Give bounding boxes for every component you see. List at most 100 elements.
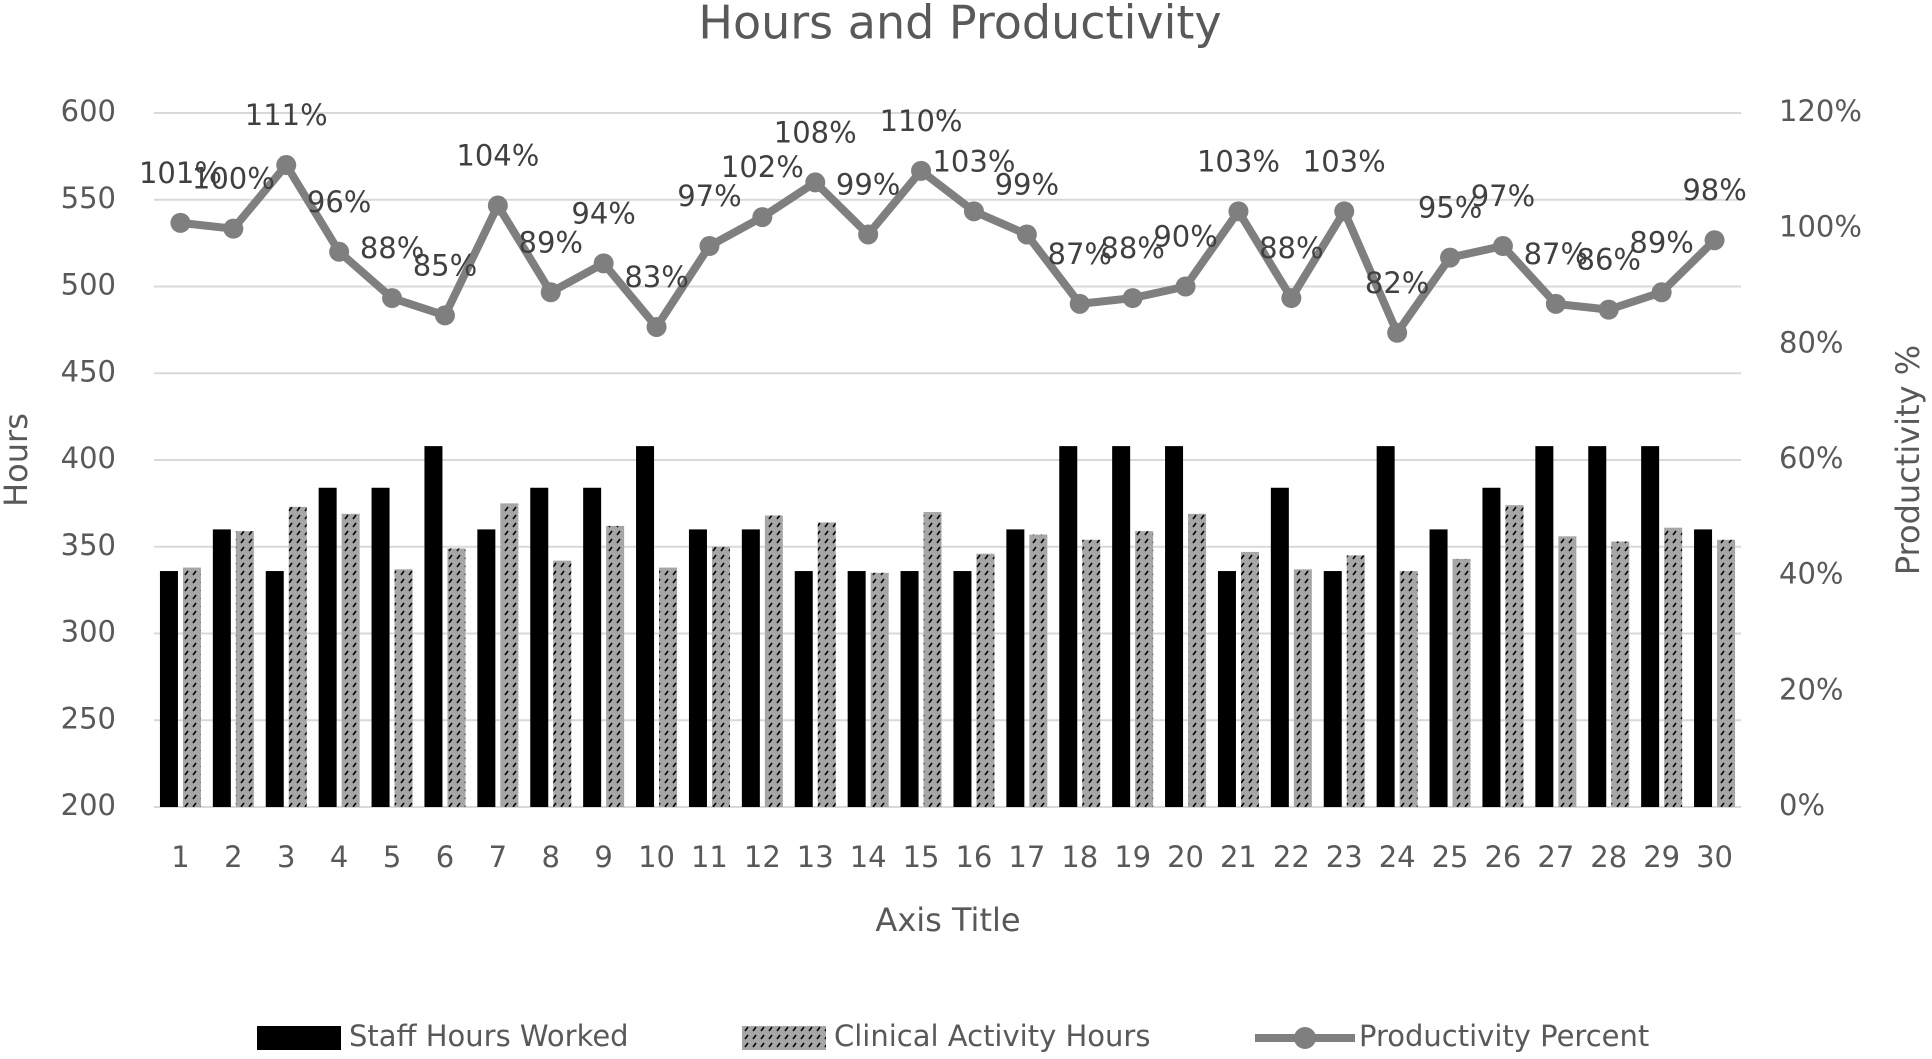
bar	[870, 572, 889, 807]
bar	[212, 529, 231, 807]
y-tick-label: 350	[61, 528, 116, 562]
x-tick-label: 14	[850, 840, 887, 874]
legend-swatch	[257, 1026, 341, 1050]
bar	[688, 529, 707, 807]
point	[1440, 247, 1461, 268]
x-tick-label: 13	[797, 840, 834, 874]
point	[911, 160, 932, 181]
legend-swatch	[1294, 1027, 1316, 1049]
bar	[1346, 555, 1365, 807]
point	[593, 253, 614, 274]
bar	[182, 567, 201, 807]
bar	[530, 487, 549, 807]
y-tick-label: 550	[61, 181, 116, 215]
x-tick-label: 3	[277, 840, 295, 874]
x-tick-label: 1	[171, 840, 189, 874]
data-label: 94%	[571, 196, 635, 230]
point	[858, 224, 879, 245]
legend-label: Staff Hours Worked	[349, 1019, 629, 1053]
point	[540, 282, 561, 303]
x-tick-label: 22	[1273, 840, 1310, 874]
data-label: 88%	[1100, 231, 1164, 265]
x-tick-label: 16	[955, 840, 992, 874]
point	[646, 316, 667, 337]
point	[382, 288, 403, 309]
point	[963, 201, 984, 222]
bar	[1323, 571, 1342, 807]
bar	[371, 487, 390, 807]
y2-tick-label: 0%	[1779, 788, 1825, 822]
data-label: 87%	[1048, 237, 1112, 271]
x-tick-label: 12	[744, 840, 781, 874]
bar	[1505, 505, 1524, 807]
point	[1704, 230, 1725, 251]
point	[276, 155, 297, 176]
bar	[1240, 551, 1259, 807]
bar	[1558, 536, 1577, 807]
point	[1545, 293, 1566, 314]
bar	[900, 571, 919, 807]
bar	[1664, 527, 1683, 807]
point	[1598, 299, 1619, 320]
data-label: 98%	[1682, 173, 1746, 207]
y-tick-label: 400	[61, 441, 116, 475]
x-tick-label: 4	[330, 840, 348, 874]
x-axis-title: Axis Title	[875, 901, 1020, 939]
y-axis-title: Hours	[0, 413, 35, 507]
data-label: 104%	[456, 139, 539, 173]
data-label: 88%	[360, 231, 424, 265]
point	[223, 218, 244, 239]
x-tick-label: 18	[1061, 840, 1098, 874]
bar	[1112, 446, 1131, 807]
point	[1334, 201, 1355, 222]
data-label: 89%	[519, 225, 583, 259]
x-tick-label: 11	[691, 840, 728, 874]
bar	[1135, 531, 1154, 807]
data-label: 89%	[1629, 225, 1693, 259]
bar	[741, 529, 760, 807]
point	[1228, 201, 1249, 222]
data-label: 102%	[721, 150, 804, 184]
bar	[341, 513, 360, 807]
bar	[794, 571, 813, 807]
data-label: 100%	[192, 162, 275, 196]
y-tick-label: 500	[61, 268, 116, 302]
point	[1069, 293, 1090, 314]
point	[170, 212, 191, 233]
bar	[1399, 571, 1418, 807]
data-label: 111%	[245, 98, 328, 132]
x-tick-label: 29	[1643, 840, 1680, 874]
bar	[1694, 529, 1713, 807]
data-label: 96%	[307, 185, 371, 219]
bar	[976, 553, 995, 807]
y2-tick-label: 40%	[1779, 557, 1843, 591]
x-tick-label: 8	[542, 840, 560, 874]
y2-tick-label: 100%	[1779, 210, 1862, 244]
point	[1122, 288, 1143, 309]
data-label: 99%	[836, 167, 900, 201]
y2-tick-label: 80%	[1779, 325, 1843, 359]
y-tick-label: 200	[61, 788, 116, 822]
bar	[265, 571, 284, 807]
data-label: 108%	[774, 115, 857, 149]
bar	[1376, 446, 1395, 807]
bar	[1535, 446, 1554, 807]
x-tick-label: 10	[638, 840, 675, 874]
bar	[1006, 529, 1025, 807]
point	[487, 195, 508, 216]
data-label: 83%	[624, 260, 688, 294]
x-tick-label: 7	[489, 840, 507, 874]
bar	[394, 569, 413, 807]
bar	[1717, 539, 1736, 807]
data-label: 101%	[139, 156, 222, 190]
data-label: 90%	[1153, 220, 1217, 254]
data-label: 86%	[1577, 243, 1641, 277]
bar	[1641, 446, 1660, 807]
data-label: 88%	[1259, 231, 1323, 265]
data-label: 99%	[995, 167, 1059, 201]
x-tick-label: 6	[436, 840, 454, 874]
legend-label: Clinical Activity Hours	[834, 1019, 1150, 1053]
data-label: 87%	[1524, 237, 1588, 271]
bar	[606, 525, 625, 807]
